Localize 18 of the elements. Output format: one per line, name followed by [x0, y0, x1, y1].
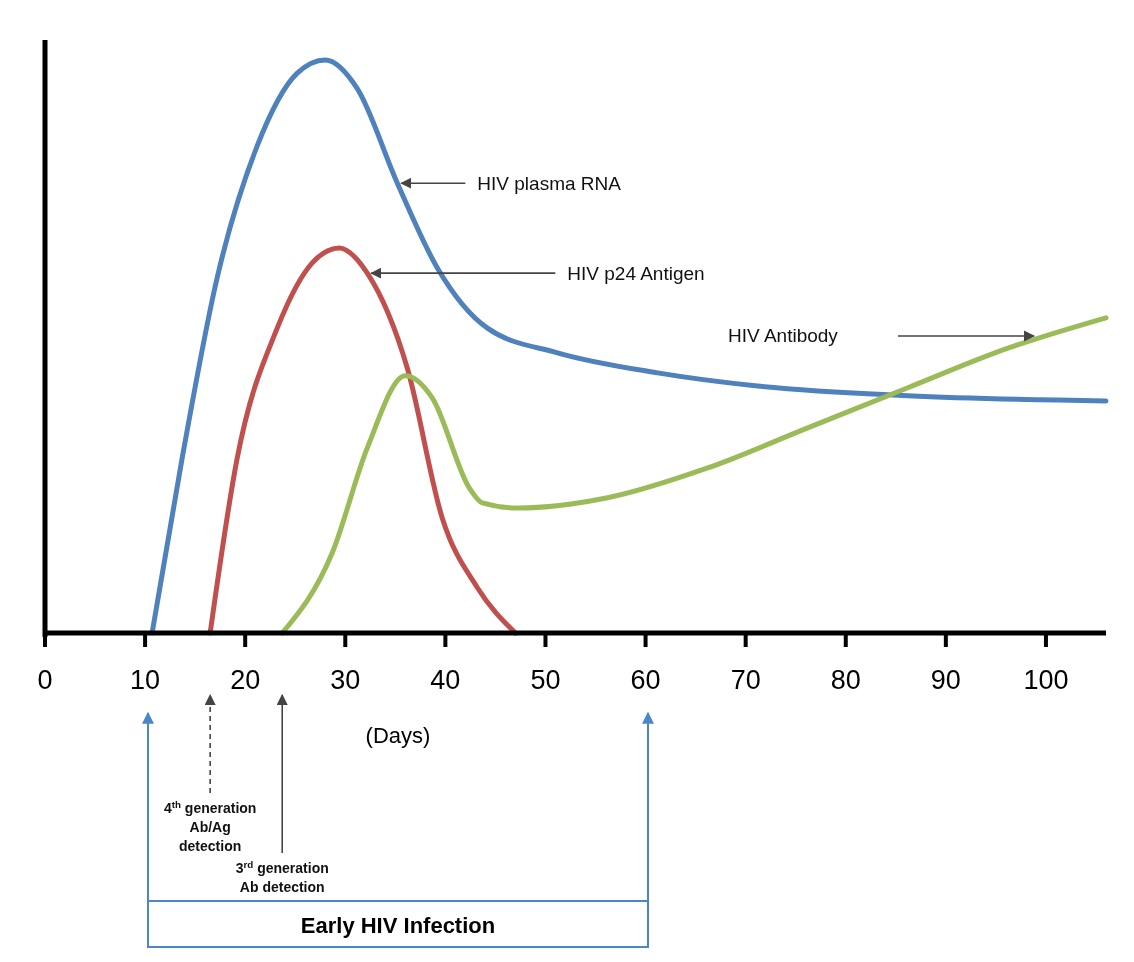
x-tick-label: 10: [130, 665, 161, 695]
annotation: 4$^{th}$ generation Ab/Ag detection: [163, 798, 257, 854]
x-tick-label: 30: [330, 665, 361, 695]
x-tick-label: 80: [830, 665, 861, 695]
annotation: HIV plasma RNA: [477, 173, 622, 195]
x-axis-title: (Days): [365, 723, 431, 748]
x-tick-label: 60: [630, 665, 661, 695]
x-tick-label: 20: [230, 665, 261, 695]
x-tick-label: 90: [930, 665, 961, 695]
annotation: HIV Antibody: [728, 325, 839, 346]
x-tick-label: 50: [530, 665, 561, 695]
annotation: HIV p24 Antigen: [567, 263, 705, 285]
text: Early HIV Infection: [300, 913, 496, 938]
x-tick-label: 100: [1023, 665, 1069, 695]
x-tick-label: 40: [430, 665, 461, 695]
x-tick-label: 70: [730, 665, 761, 695]
x-tick-label: 0: [37, 665, 53, 695]
annotation: 3$^{rd}$ generation Ab detection: [235, 858, 329, 895]
